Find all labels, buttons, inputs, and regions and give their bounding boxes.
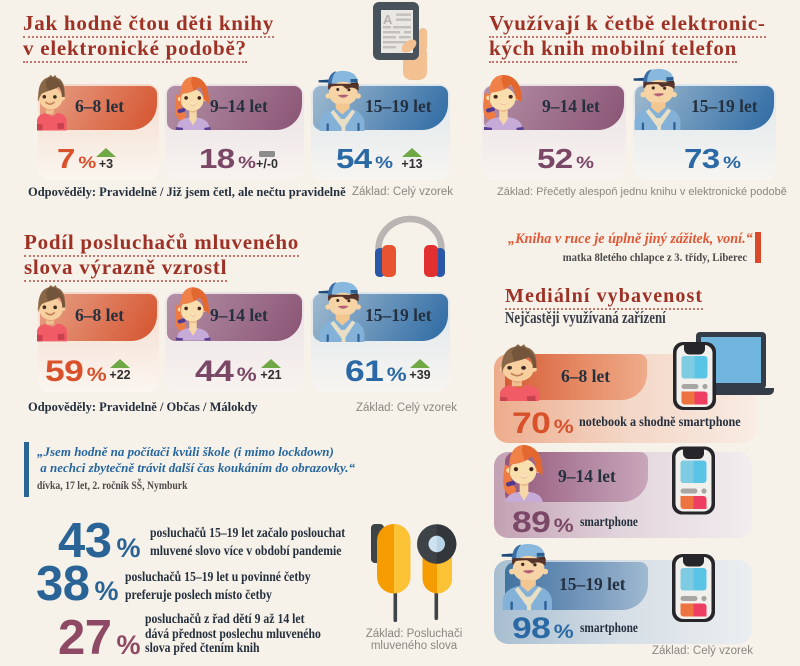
svg-text:A: A	[383, 12, 393, 27]
